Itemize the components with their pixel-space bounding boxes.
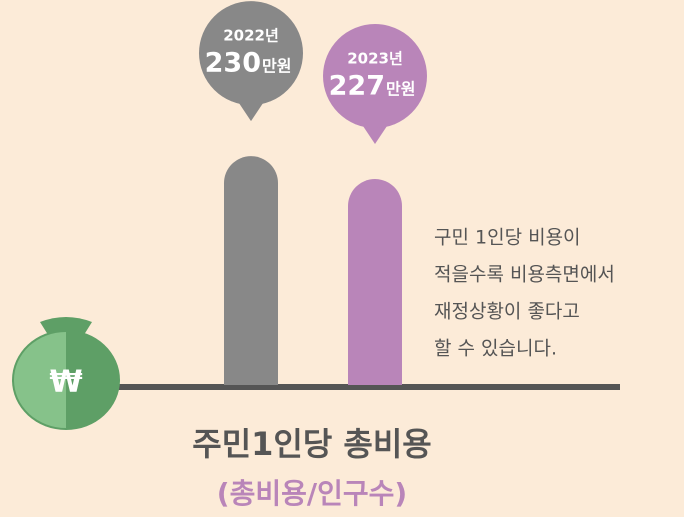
bag-symbol: ₩ [49,365,82,400]
chart-subtitle: (총비용/인구수) [217,477,407,510]
category-label: 2023년 [347,50,403,68]
bar [224,156,278,385]
chart-title: 주민1인당 총비용 [192,425,432,463]
unit-label: 만원 [386,80,415,99]
note-line: 재정상황이 좋다고 [434,301,580,323]
note-line: 할 수 있습니다. [434,338,557,360]
value-label: 227 [329,71,385,102]
value-label: 230 [205,48,261,79]
unit-label: 만원 [262,57,291,76]
bubble [323,24,427,129]
bar [348,179,402,385]
note-line: 적을수록 비용측면에서 [434,264,615,286]
bag-light [14,332,66,428]
category-label: 2022년 [223,27,279,45]
money-bag: ₩ [12,317,120,430]
bubble [199,1,303,106]
note-line: 구민 1인당 비용이 [434,227,581,249]
